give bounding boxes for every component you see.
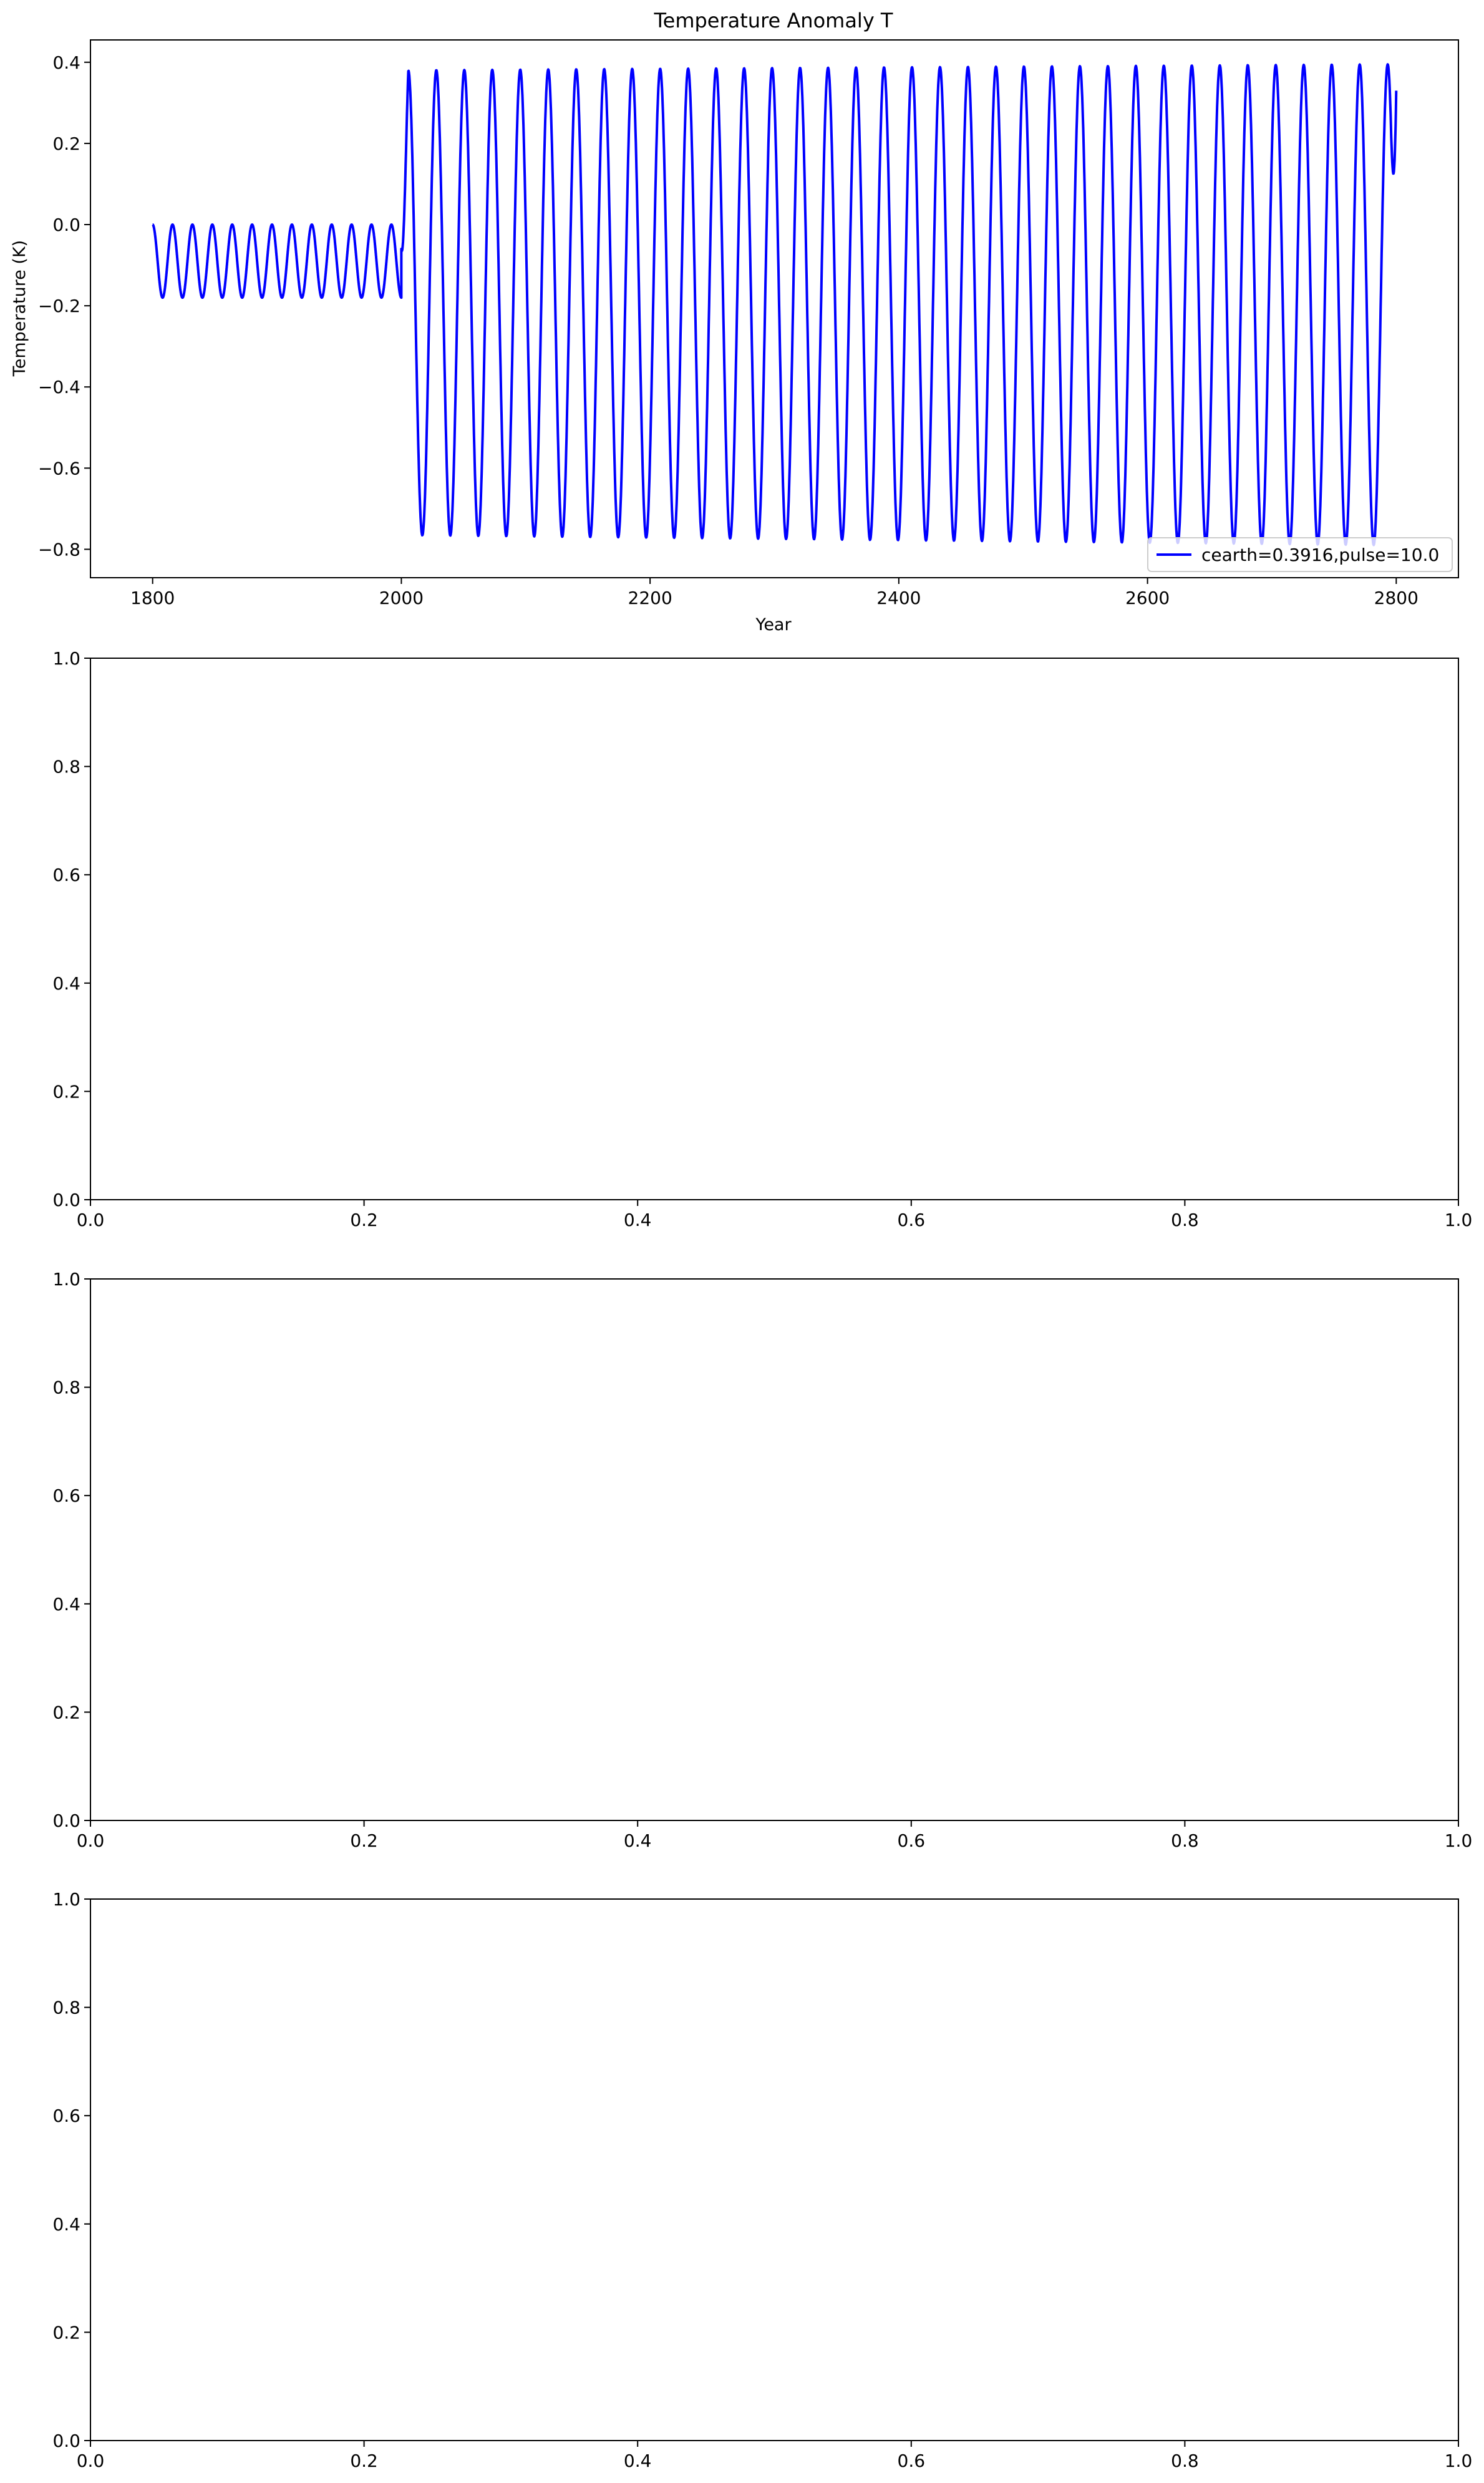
x-tick-label: 0.2 xyxy=(350,1210,378,1230)
x-tick-label: 0.8 xyxy=(1171,2451,1199,2471)
x-tick-label: 0.6 xyxy=(898,1210,926,1230)
y-tick-label: −0.6 xyxy=(38,458,80,479)
y-tick-label: 1.0 xyxy=(52,1269,80,1290)
y-tick-label: 1.0 xyxy=(52,648,80,669)
y-tick-label: 0.0 xyxy=(52,1190,80,1210)
y-tick-label: 0.2 xyxy=(52,1702,80,1723)
x-tick-label: 2000 xyxy=(379,588,424,608)
series-line-1 xyxy=(151,63,1398,547)
legend: cearth=0.3916,pulse=10.0 xyxy=(1147,537,1453,572)
y-tick-label: 0.0 xyxy=(52,1810,80,1831)
y-tick-label: 1.0 xyxy=(52,1889,80,1910)
x-tick-label: 1.0 xyxy=(1445,1210,1473,1230)
x-tick-label: 0.4 xyxy=(624,2451,652,2471)
x-tick-label: 0.2 xyxy=(350,2451,378,2471)
x-tick-label: 0.6 xyxy=(898,2451,926,2471)
x-tick-label: 0.4 xyxy=(624,1830,652,1851)
y-tick-label: 0.8 xyxy=(52,757,80,777)
y-tick-label: 0.6 xyxy=(52,865,80,885)
y-tick-label: 0.0 xyxy=(52,215,80,235)
y-tick-label: 0.6 xyxy=(52,2106,80,2126)
y-tick-label: 0.2 xyxy=(52,1081,80,1102)
x-tick-label: 2400 xyxy=(876,588,921,608)
y-tick-label: 0.4 xyxy=(52,2214,80,2235)
x-tick-label: 2200 xyxy=(628,588,672,608)
x-tick-label: 0.2 xyxy=(350,1830,378,1851)
legend-box xyxy=(1147,537,1453,572)
subplot-1: Temperature Anomaly T Year Temperature (… xyxy=(10,9,1459,634)
y-tick-label: 0.0 xyxy=(52,2431,80,2451)
y-tick-label: −0.4 xyxy=(38,377,80,397)
subplot-4: 0.0 0.2 0.4 0.6 0.8 1.0 0.0 0.2 0.4 0.6 0.8 1.0 xyxy=(52,1889,1472,2471)
y-tick-label: 0.4 xyxy=(52,52,80,73)
x-tick-label: 0.8 xyxy=(1171,1210,1199,1230)
y-tick-label: 0.6 xyxy=(52,1485,80,1506)
x-axis-label: Year xyxy=(755,615,792,634)
chart-title: Temperature Anomaly T xyxy=(654,9,893,32)
y-tick-label: 0.4 xyxy=(52,1594,80,1615)
legend-label: cearth=0.3916,pulse=10.0 xyxy=(1201,545,1439,565)
x-tick-label: 0.8 xyxy=(1171,1830,1199,1851)
x-tick-label: 0.6 xyxy=(898,1830,926,1851)
plot-frame xyxy=(90,1898,1459,2441)
x-tick-label: 0.0 xyxy=(77,1210,105,1230)
y-tick-label: 0.4 xyxy=(52,973,80,994)
y-tick-label: −0.8 xyxy=(38,539,80,560)
x-tick-label: 0.0 xyxy=(77,2451,105,2471)
y-tick-label: 0.2 xyxy=(52,134,80,154)
plot-frame xyxy=(90,658,1459,1200)
x-tick-label: 2600 xyxy=(1125,588,1170,608)
y-tick-label: −0.2 xyxy=(38,296,80,316)
x-tick-label: 1.0 xyxy=(1445,2451,1473,2471)
subplot-3: 0.0 0.2 0.4 0.6 0.8 1.0 0.0 0.2 0.4 0.6 0.8 1.0 xyxy=(52,1269,1472,1851)
y-tick-label: 0.2 xyxy=(52,2322,80,2343)
x-tick-label: 1.0 xyxy=(1445,1830,1473,1851)
y-tick-label: 0.8 xyxy=(52,1378,80,1398)
plot-frame xyxy=(90,1278,1459,1821)
x-tick-label: 0.4 xyxy=(624,1210,652,1230)
x-tick-label: 1800 xyxy=(130,588,175,608)
x-tick-label: 2800 xyxy=(1374,588,1419,608)
subplot-2: 0.0 0.2 0.4 0.6 0.8 1.0 0.0 0.2 0.4 0.6 0.8 1.0 xyxy=(52,648,1472,1230)
y-tick-label: 0.8 xyxy=(52,1998,80,2018)
y-axis-label: Temperature (K) xyxy=(10,240,29,377)
x-tick-label: 0.0 xyxy=(77,1830,105,1851)
plot-frame xyxy=(90,39,1459,578)
